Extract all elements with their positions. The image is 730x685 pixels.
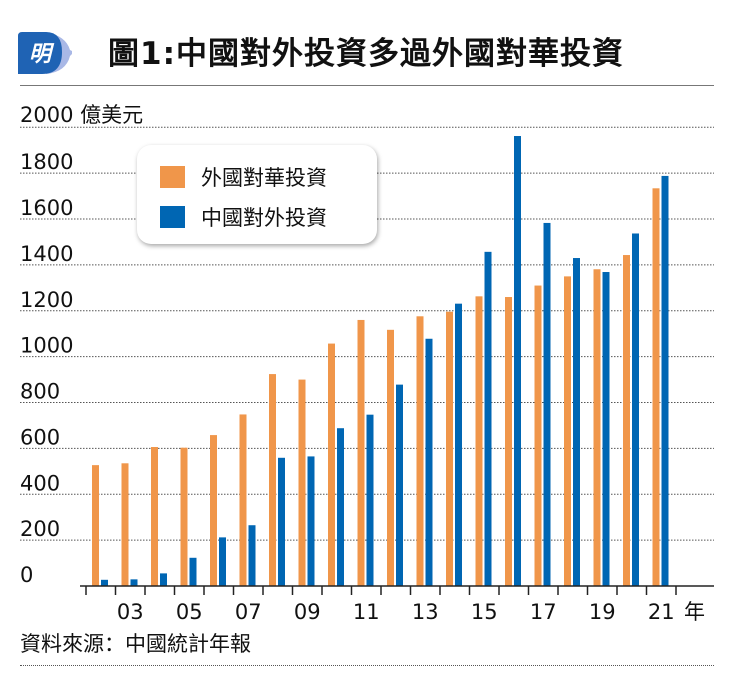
bar-foreign-investment: [121, 463, 129, 586]
bar-foreign-investment: [298, 379, 306, 586]
x-tick-label: 09: [294, 600, 321, 624]
bar-china-outbound: [484, 251, 492, 587]
bar-foreign-investment: [210, 435, 217, 586]
x-tick-label: 11: [353, 600, 380, 624]
bar-foreign-investment: [151, 447, 158, 586]
bar-foreign-investment: [623, 255, 630, 586]
bar-foreign-investment: [475, 296, 483, 586]
bar-china-outbound: [278, 457, 285, 586]
y-tick-label: 400: [20, 471, 60, 495]
y-tick-label: 1800: [20, 150, 73, 174]
legend-label: 中國對外投資: [201, 206, 327, 230]
bar-china-outbound: [425, 338, 433, 586]
bar-china-outbound: [189, 557, 197, 586]
bar-china-outbound: [455, 303, 462, 586]
y-tick-label: 600: [20, 425, 60, 449]
bar-foreign-investment: [446, 311, 453, 586]
y-tick-label: 800: [20, 380, 60, 404]
bar-china-outbound: [366, 414, 374, 586]
bar-china-outbound: [543, 222, 551, 586]
bar-china-outbound: [396, 384, 403, 586]
bar-china-outbound: [160, 573, 167, 586]
bar-china-outbound: [337, 428, 344, 586]
x-tick-label: 15: [471, 600, 498, 624]
legend-swatch-orange: [160, 166, 185, 188]
x-axis-label: 年: [684, 600, 705, 624]
bar-china-outbound: [632, 233, 639, 586]
legend: 外國對華投資 中國對外投資: [137, 145, 377, 244]
bar-foreign-investment: [92, 465, 99, 586]
bar-china-outbound: [514, 136, 521, 586]
chart-title: 圖1:中國對外投資多過外國對華投資: [108, 36, 624, 72]
bar-foreign-investment: [180, 447, 188, 586]
bar-foreign-investment: [652, 188, 660, 586]
x-tick-label: 03: [117, 600, 144, 624]
bar-foreign-investment: [239, 414, 247, 586]
bar-china-outbound: [661, 175, 669, 587]
y-tick-label: 200: [20, 517, 60, 541]
x-tick-label: 21: [648, 600, 675, 624]
bar-foreign-investment: [534, 285, 542, 586]
bar-china-outbound: [219, 537, 226, 586]
bar-foreign-investment: [328, 343, 335, 586]
y-tick-label: 0: [20, 563, 33, 587]
y-tick-label: 1200: [20, 288, 73, 312]
ming-pao-logo: 明: [18, 32, 72, 74]
bar-china-outbound: [248, 525, 256, 586]
bar-foreign-investment: [269, 374, 276, 586]
legend-item-foreign-investment: 外國對華投資: [160, 165, 327, 190]
bar-china-outbound: [602, 272, 610, 586]
title-divider: [20, 85, 714, 86]
y-tick-label: 1600: [20, 196, 73, 220]
bar-china-outbound: [130, 579, 138, 586]
y-axis-label: 億美元: [80, 103, 144, 127]
bar-foreign-investment: [505, 297, 512, 586]
source-note: 資料來源：中國統計年報: [20, 632, 251, 656]
bar-foreign-investment: [416, 316, 424, 586]
bar-foreign-investment: [564, 276, 571, 586]
bar-foreign-investment: [387, 329, 394, 586]
x-tick-label: 13: [412, 600, 439, 624]
footer-divider: [20, 665, 714, 666]
bar-china-outbound: [101, 579, 108, 586]
legend-label: 外國對華投資: [201, 166, 327, 190]
bar-foreign-investment: [357, 319, 365, 586]
x-tick-label: 05: [176, 600, 203, 624]
bar-china-outbound: [307, 456, 315, 586]
x-tick-label: 07: [235, 600, 262, 624]
y-tick-label: 1400: [20, 242, 73, 266]
bar-foreign-investment: [593, 269, 601, 586]
legend-item-china-outbound: 中國對外投資: [160, 205, 327, 230]
x-tick-label: 17: [530, 600, 557, 624]
y-top-tick: 2000: [20, 103, 74, 127]
x-tick-label: 19: [589, 600, 616, 624]
y-axis-unit: 2000 億美元: [20, 99, 143, 129]
logo-text: 明: [29, 42, 55, 67]
legend-swatch-blue: [160, 206, 185, 228]
bar-china-outbound: [573, 258, 580, 586]
y-tick-label: 1000: [20, 334, 73, 358]
